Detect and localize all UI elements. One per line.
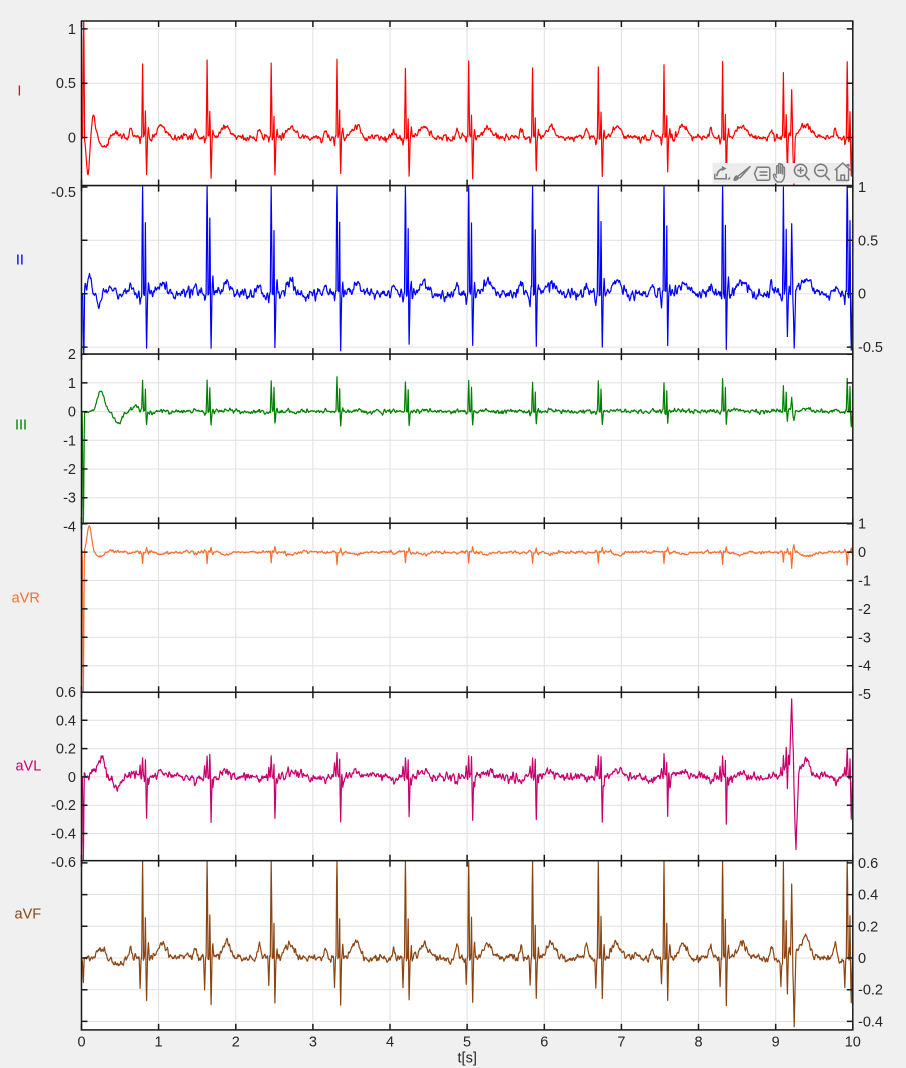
svg-text:0: 0 xyxy=(68,770,76,786)
svg-text:-0.5: -0.5 xyxy=(51,185,76,201)
svg-text:1: 1 xyxy=(68,22,76,38)
svg-text:0.2: 0.2 xyxy=(56,742,76,758)
svg-text:0.5: 0.5 xyxy=(858,233,878,249)
svg-text:-0.2: -0.2 xyxy=(51,798,76,814)
svg-text:-0.4: -0.4 xyxy=(858,1014,883,1030)
svg-text:0.2: 0.2 xyxy=(858,919,878,935)
svg-text:1: 1 xyxy=(155,1035,163,1051)
svg-text:-0.2: -0.2 xyxy=(858,983,883,999)
svg-text:-4: -4 xyxy=(63,519,76,535)
svg-text:4: 4 xyxy=(386,1035,394,1051)
svg-text:-1: -1 xyxy=(63,433,76,449)
svg-text:II: II xyxy=(16,252,24,268)
svg-text:6: 6 xyxy=(540,1035,548,1051)
svg-text:-3: -3 xyxy=(63,491,76,507)
svg-text:aVF: aVF xyxy=(15,906,42,922)
svg-text:0: 0 xyxy=(68,405,76,421)
svg-text:8: 8 xyxy=(694,1035,702,1051)
svg-text:aVL: aVL xyxy=(15,759,41,775)
svg-text:0: 0 xyxy=(858,951,866,967)
svg-text:0.4: 0.4 xyxy=(858,888,878,904)
svg-text:9: 9 xyxy=(772,1035,780,1051)
svg-text:0: 0 xyxy=(858,545,866,561)
svg-text:1: 1 xyxy=(858,180,866,196)
svg-text:1: 1 xyxy=(68,376,76,392)
svg-text:0.6: 0.6 xyxy=(56,685,76,701)
svg-text:III: III xyxy=(15,418,27,434)
svg-text:-0.6: -0.6 xyxy=(51,855,76,871)
svg-text:0: 0 xyxy=(68,131,76,147)
svg-text:0: 0 xyxy=(77,1035,85,1051)
svg-text:10: 10 xyxy=(845,1035,861,1051)
svg-text:-3: -3 xyxy=(858,630,871,646)
svg-text:t[s]: t[s] xyxy=(458,1051,477,1067)
svg-text:2: 2 xyxy=(232,1035,240,1051)
svg-text:aVR: aVR xyxy=(12,591,40,607)
svg-text:3: 3 xyxy=(309,1035,317,1051)
svg-text:2: 2 xyxy=(68,347,76,363)
svg-text:0.5: 0.5 xyxy=(56,76,76,92)
svg-text:0: 0 xyxy=(858,287,866,303)
svg-text:-2: -2 xyxy=(63,462,76,478)
svg-text:7: 7 xyxy=(617,1035,625,1051)
svg-text:-0.5: -0.5 xyxy=(858,340,883,356)
svg-text:0.6: 0.6 xyxy=(858,856,878,872)
svg-text:-5: -5 xyxy=(858,687,871,703)
svg-text:-1: -1 xyxy=(858,574,871,590)
svg-text:-2: -2 xyxy=(858,602,871,618)
svg-text:-0.4: -0.4 xyxy=(51,827,76,843)
svg-text:I: I xyxy=(17,84,21,100)
svg-text:1: 1 xyxy=(858,517,866,533)
svg-text:-4: -4 xyxy=(858,659,871,675)
svg-text:0.4: 0.4 xyxy=(56,713,76,729)
svg-text:5: 5 xyxy=(463,1035,471,1051)
